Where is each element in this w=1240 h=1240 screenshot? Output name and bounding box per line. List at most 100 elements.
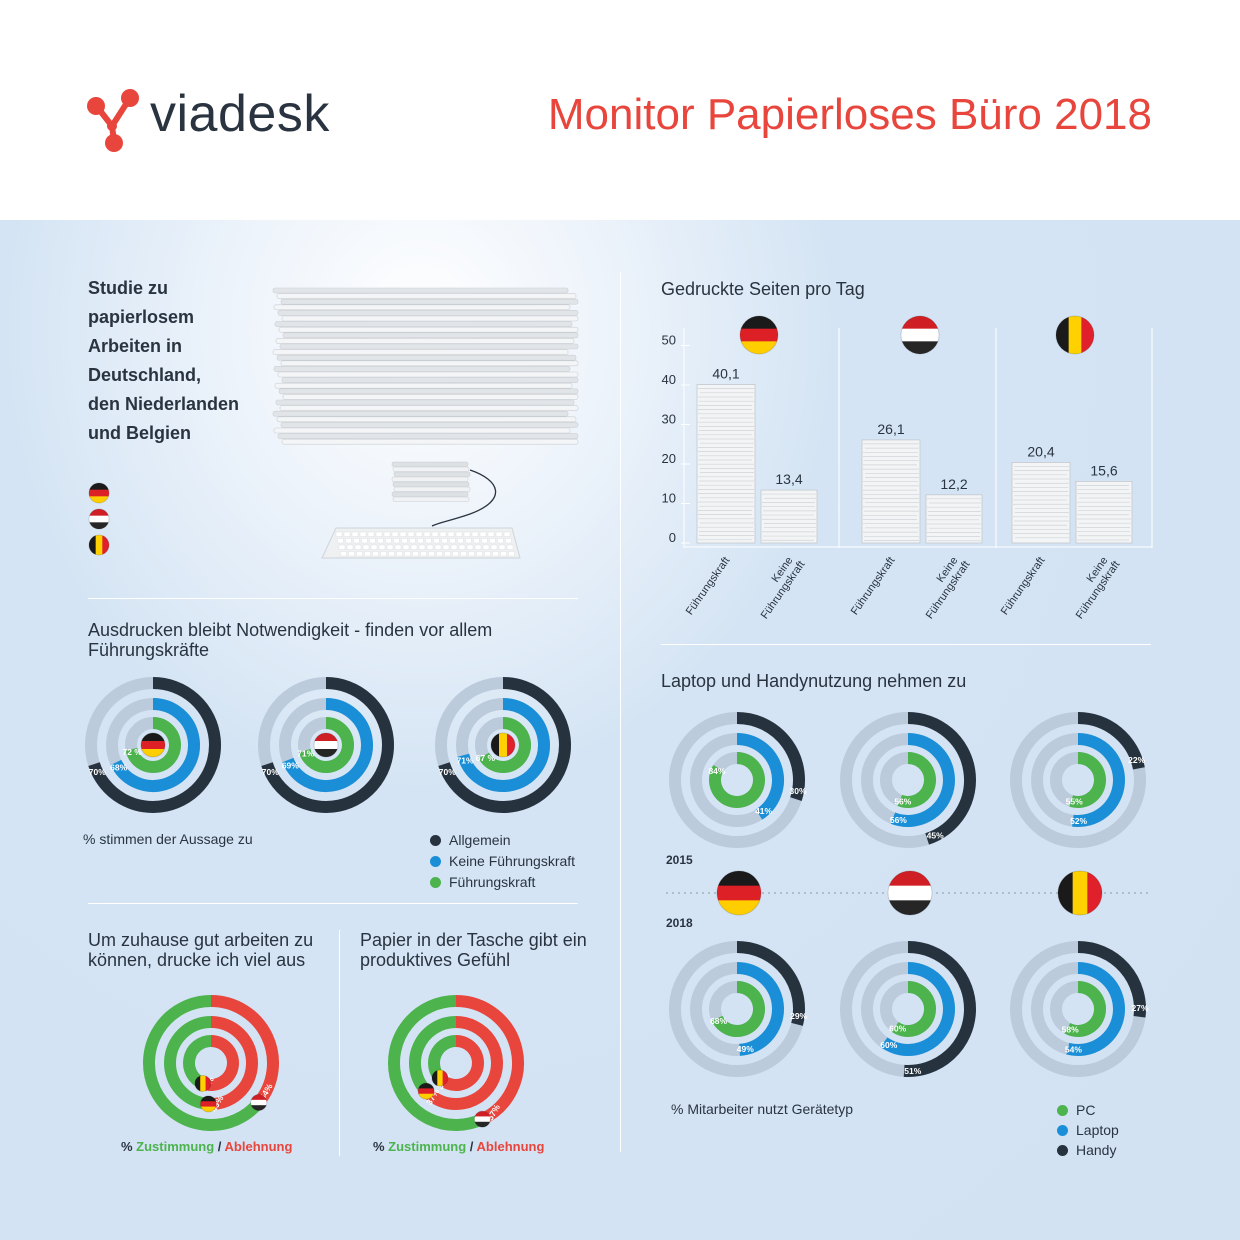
radial-chart-2018: 27% 54% 58%: [1010, 941, 1149, 1077]
radial-chart-2018: 51% 60% 60%: [840, 941, 976, 1077]
radial-chart-2015: 30% 41% 84%: [669, 712, 807, 848]
ring-value: [736, 733, 784, 820]
ring-label: 69%: [282, 760, 299, 770]
ring-label: 41%: [755, 806, 772, 816]
ring-value: [1077, 941, 1146, 1018]
intro-line: und Belgien: [88, 423, 191, 443]
data-label: 12,2: [940, 476, 967, 492]
belgium-flag-icon: [1057, 870, 1103, 916]
germany-flag-icon: [716, 870, 762, 916]
x-tick-label: Führungskraft: [849, 555, 898, 617]
ring-label: 71%: [297, 748, 314, 758]
legend-item: Führungskraft: [430, 872, 575, 893]
ring-label: 29%: [790, 1011, 807, 1021]
ring-value: [1069, 752, 1106, 808]
x-tick-label: Führungskraft: [999, 555, 1048, 617]
horizontal-divider: [661, 644, 1151, 645]
bar: [1075, 480, 1133, 544]
radial-chart-2015: 22% 52% 55%: [1010, 712, 1146, 848]
ring-label: 58%: [1062, 1025, 1079, 1035]
intro-line: den Niederlanden: [88, 394, 240, 414]
ring-value: [736, 712, 805, 802]
ring-label: 60%: [880, 1040, 897, 1050]
ring-label: 45%: [927, 831, 944, 841]
germany-flag-icon: [417, 1082, 435, 1100]
ring-reject: [200, 1035, 239, 1091]
belgium-flag-icon: [1055, 315, 1095, 355]
ring-label: 71%: [457, 756, 474, 766]
netherlands-flag-icon: [88, 508, 110, 530]
ring-label: 60%: [889, 1023, 906, 1033]
horizontal-divider: [88, 903, 578, 904]
netherlands-flag-icon: [473, 1110, 491, 1128]
ring-label: 22%: [1128, 755, 1145, 765]
bar: [861, 439, 921, 544]
belgium-flag-icon: [194, 1074, 212, 1092]
ring-value: [890, 733, 955, 827]
bar: [1011, 462, 1071, 544]
ring-label: 27%: [1131, 1003, 1148, 1013]
intro-line: Arbeiten in: [88, 336, 183, 356]
y-tick-label: 30: [662, 412, 676, 427]
radial-chart-2018: 29% 49% 68%: [669, 941, 808, 1077]
horizontal-divider: [88, 598, 578, 599]
ring-label: 30%: [790, 786, 807, 796]
y-tick-label: 0: [669, 530, 676, 545]
intro-line: Studie zu: [88, 278, 168, 298]
caption-paper-bag: % Zustimmung / Ablehnung: [373, 1139, 545, 1154]
ring-label: 54%: [1065, 1045, 1082, 1055]
netherlands-flag-icon: [900, 315, 940, 355]
y-tick-label: 20: [662, 451, 676, 466]
germany-flag-icon: [199, 1095, 217, 1113]
belgium-flag-icon: [431, 1069, 449, 1087]
viadesk-logo-icon: [87, 89, 139, 152]
bar: [696, 384, 756, 544]
ring-label: 72 %: [122, 747, 142, 757]
ring-agree: [388, 995, 485, 1131]
legend-item: Handy: [1057, 1140, 1119, 1160]
ring-value: [261, 677, 394, 813]
legend-device-usage: PC Laptop Handy: [1057, 1100, 1119, 1160]
ring-value: [903, 941, 976, 1077]
bar: [925, 494, 983, 544]
intro-line: papierlosem: [88, 307, 195, 327]
data-label: 40,1: [712, 366, 739, 382]
data-label: 26,1: [877, 421, 904, 437]
ring-value: [891, 981, 936, 1037]
ring-reject: [208, 1016, 258, 1110]
legend-item: Allgemein: [430, 830, 575, 851]
radial-chart-print-necessity: 70%71% 67 %: [435, 677, 571, 813]
belgium-flag-icon: [490, 732, 516, 758]
ring-value: [1064, 981, 1106, 1037]
ring-value: [736, 962, 784, 1056]
vertical-divider: [620, 272, 621, 1152]
germany-flag-icon: [140, 732, 166, 758]
paper-monitor-illustration: [272, 287, 579, 559]
brand-name: viadesk: [150, 85, 330, 143]
bar: [760, 489, 818, 544]
ring-agree: [409, 1016, 457, 1096]
data-label: 20,4: [1027, 443, 1054, 459]
y-tick-label: 40: [662, 372, 676, 387]
ring-label: 70%: [262, 767, 279, 777]
ring-value: [736, 941, 805, 1026]
ring-label: 84%: [708, 766, 725, 776]
legend-item: Laptop: [1057, 1120, 1119, 1140]
ring-agree: [143, 995, 264, 1131]
ring-label: 51%: [904, 1066, 921, 1076]
ring-label: 70%: [89, 767, 106, 777]
section-title-printed-pages: Gedruckte Seiten pro Tag: [661, 279, 865, 299]
ring-label: 49%: [737, 1044, 754, 1054]
header: viadesk Monitor Papierloses Büro 2018: [0, 0, 1240, 220]
section-title-paper-bag: Papier in der Tasche gibt ein produktive…: [360, 930, 587, 970]
ring-agree: [164, 1016, 212, 1110]
ring-reject: [455, 995, 524, 1125]
ring-value: [880, 962, 955, 1056]
ring-label: 68%: [110, 762, 127, 772]
intro-text: Studie zu papierlosem Arbeiten in Deutsc…: [88, 274, 278, 448]
ring-value: [478, 717, 531, 773]
germany-flag-icon: [88, 482, 110, 504]
ring-value: [1077, 712, 1145, 770]
ring-reject: [435, 1035, 484, 1091]
